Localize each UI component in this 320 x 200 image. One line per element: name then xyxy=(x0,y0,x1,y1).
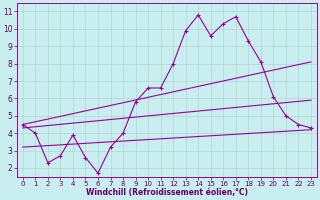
X-axis label: Windchill (Refroidissement éolien,°C): Windchill (Refroidissement éolien,°C) xyxy=(86,188,248,197)
